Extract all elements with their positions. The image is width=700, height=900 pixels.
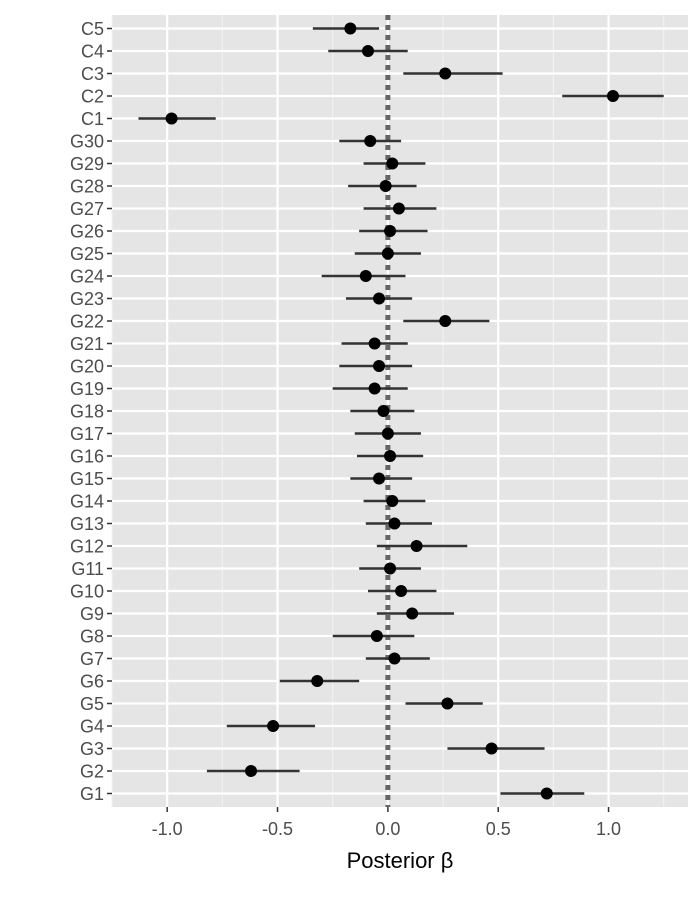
y-tick-label: G23 xyxy=(70,289,104,309)
point-C5 xyxy=(344,22,357,35)
y-tick-label: G2 xyxy=(80,762,104,782)
point-G6 xyxy=(311,675,324,687)
y-tick-label: G17 xyxy=(70,424,104,444)
point-ranges xyxy=(138,22,664,800)
x-tick-label: -1.0 xyxy=(152,819,183,839)
point-G7 xyxy=(388,652,401,665)
point-G1 xyxy=(540,787,553,800)
y-tick-label: G30 xyxy=(70,132,104,152)
y-tick-label: G8 xyxy=(80,627,104,647)
point-G23 xyxy=(373,292,386,305)
point-G13 xyxy=(388,517,401,530)
y-tick-label: C2 xyxy=(81,87,104,107)
point-C3 xyxy=(439,67,452,80)
y-tick-label: G6 xyxy=(80,672,104,692)
y-tick-label: C4 xyxy=(81,42,104,62)
y-tick-label: G18 xyxy=(70,402,104,422)
y-tick-label: G3 xyxy=(80,739,104,759)
y-tick-label: G25 xyxy=(70,244,104,264)
y-tick-label: G11 xyxy=(71,559,104,579)
point-G19 xyxy=(368,382,381,395)
point-G12 xyxy=(410,540,423,552)
x-tick-label: 0.0 xyxy=(375,819,400,839)
y-tick-label: G9 xyxy=(80,604,104,624)
point-G25 xyxy=(381,247,394,260)
point-G15 xyxy=(373,472,386,485)
x-tick-label: 0.5 xyxy=(486,819,511,839)
y-tick-label: G15 xyxy=(70,469,104,489)
y-tick-label: C1 xyxy=(81,109,104,129)
point-C1 xyxy=(165,112,178,125)
y-tick-label: G19 xyxy=(70,379,104,399)
point-G3 xyxy=(485,742,498,755)
y-tick-label: G4 xyxy=(80,717,104,737)
y-tick-label: G10 xyxy=(70,582,104,602)
y-tick-label: G26 xyxy=(70,222,104,242)
point-G9 xyxy=(406,607,419,620)
point-C2 xyxy=(606,90,619,102)
point-C4 xyxy=(362,45,374,57)
y-tick-label: G5 xyxy=(80,694,104,714)
point-G22 xyxy=(439,315,452,327)
point-G20 xyxy=(373,360,386,372)
point-G27 xyxy=(392,202,405,215)
point-G16 xyxy=(384,450,397,462)
y-tick-label: G20 xyxy=(70,357,104,377)
point-G26 xyxy=(384,225,397,237)
point-G29 xyxy=(386,157,399,170)
point-G17 xyxy=(381,427,394,440)
y-tick-label: G28 xyxy=(70,177,104,197)
x-axis: -1.0 -0.5 0.0 0.5 1.0 xyxy=(152,807,621,839)
point-G10 xyxy=(395,585,408,597)
point-G8 xyxy=(370,630,383,642)
x-axis-label: Posterior β xyxy=(347,848,454,873)
y-tick-label: C3 xyxy=(81,64,104,84)
point-G18 xyxy=(377,405,390,417)
y-tick-label: G16 xyxy=(70,447,104,467)
y-tick-label: G1 xyxy=(80,784,104,804)
y-tick-label: G13 xyxy=(70,514,104,534)
point-G24 xyxy=(359,270,372,282)
point-G4 xyxy=(267,720,280,732)
y-tick-label: G14 xyxy=(70,492,104,512)
point-G30 xyxy=(364,135,377,147)
y-tick-label: G24 xyxy=(70,267,104,287)
point-G11 xyxy=(384,562,397,575)
point-G2 xyxy=(245,765,258,777)
y-tick-label: G12 xyxy=(70,537,104,557)
x-tick-label: -0.5 xyxy=(262,819,293,839)
y-tick-label: C5 xyxy=(81,19,104,39)
point-G21 xyxy=(368,337,381,350)
y-tick-label: G7 xyxy=(80,649,104,669)
y-tick-label: G21 xyxy=(70,334,104,354)
y-tick-label: G22 xyxy=(70,312,104,332)
y-tick-label: G27 xyxy=(70,199,104,219)
point-G14 xyxy=(386,495,399,507)
x-tick-label: 1.0 xyxy=(596,819,621,839)
point-G5 xyxy=(441,697,454,710)
y-tick-label: G29 xyxy=(70,154,104,174)
point-G28 xyxy=(379,180,392,192)
